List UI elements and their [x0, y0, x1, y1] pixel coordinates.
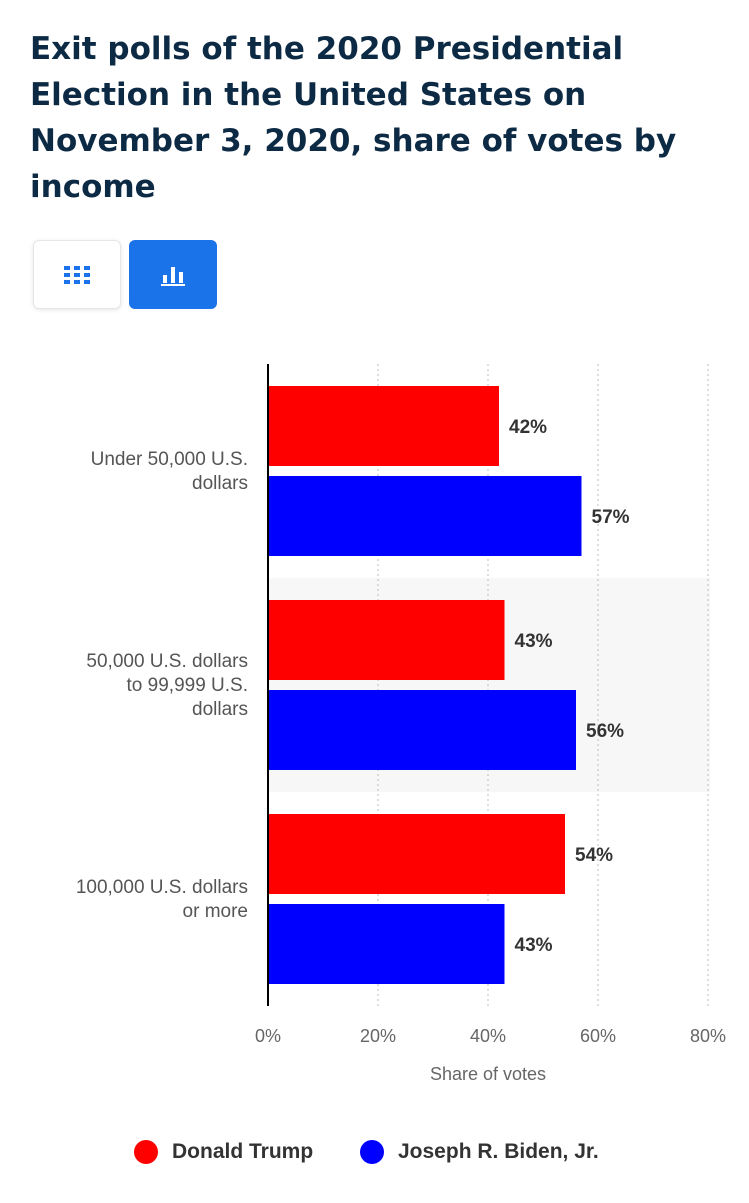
data-label: 42% [509, 417, 547, 438]
category-label: Under 50,000 U.S. dollars [91, 449, 248, 494]
data-label: 57% [592, 507, 630, 528]
bar-biden [268, 904, 505, 984]
x-tick-label: 20% [360, 1026, 396, 1046]
bar-biden [268, 690, 576, 770]
legend-marker-biden [360, 1140, 384, 1164]
x-tick-label: 40% [470, 1026, 506, 1046]
legend-label-biden: Joseph R. Biden, Jr. [398, 1140, 599, 1163]
legend-marker-trump [134, 1140, 158, 1164]
table-view-button[interactable] [33, 240, 121, 309]
x-tick-label: 80% [690, 1026, 726, 1046]
x-axis-title: Share of votes [430, 1064, 546, 1084]
bar-trump [268, 386, 499, 466]
grid-icon [64, 265, 90, 284]
data-label: 43% [515, 935, 553, 956]
bar-trump [268, 600, 505, 680]
chart-view-button[interactable] [129, 240, 217, 309]
x-tick-label: 60% [580, 1026, 616, 1046]
x-tick-label: 0% [255, 1026, 281, 1046]
legend-item-biden[interactable]: Joseph R. Biden, Jr. [360, 1138, 599, 1166]
data-label: 54% [575, 845, 613, 866]
category-label: 100,000 U.S. dollars or more [76, 877, 248, 922]
legend-label-trump: Donald Trump [172, 1140, 314, 1163]
bar-trump [268, 814, 565, 894]
data-label: 56% [586, 721, 624, 742]
bar-biden [268, 476, 582, 556]
bar-chart-icon [161, 266, 185, 286]
legend-item-trump[interactable]: Donald Trump [134, 1138, 313, 1166]
chart-title: Exit polls of the 2020 Presidential Elec… [30, 31, 677, 205]
category-label: 50,000 U.S. dollars to 99,999 U.S. dollars [86, 651, 248, 720]
data-label: 43% [515, 631, 553, 652]
